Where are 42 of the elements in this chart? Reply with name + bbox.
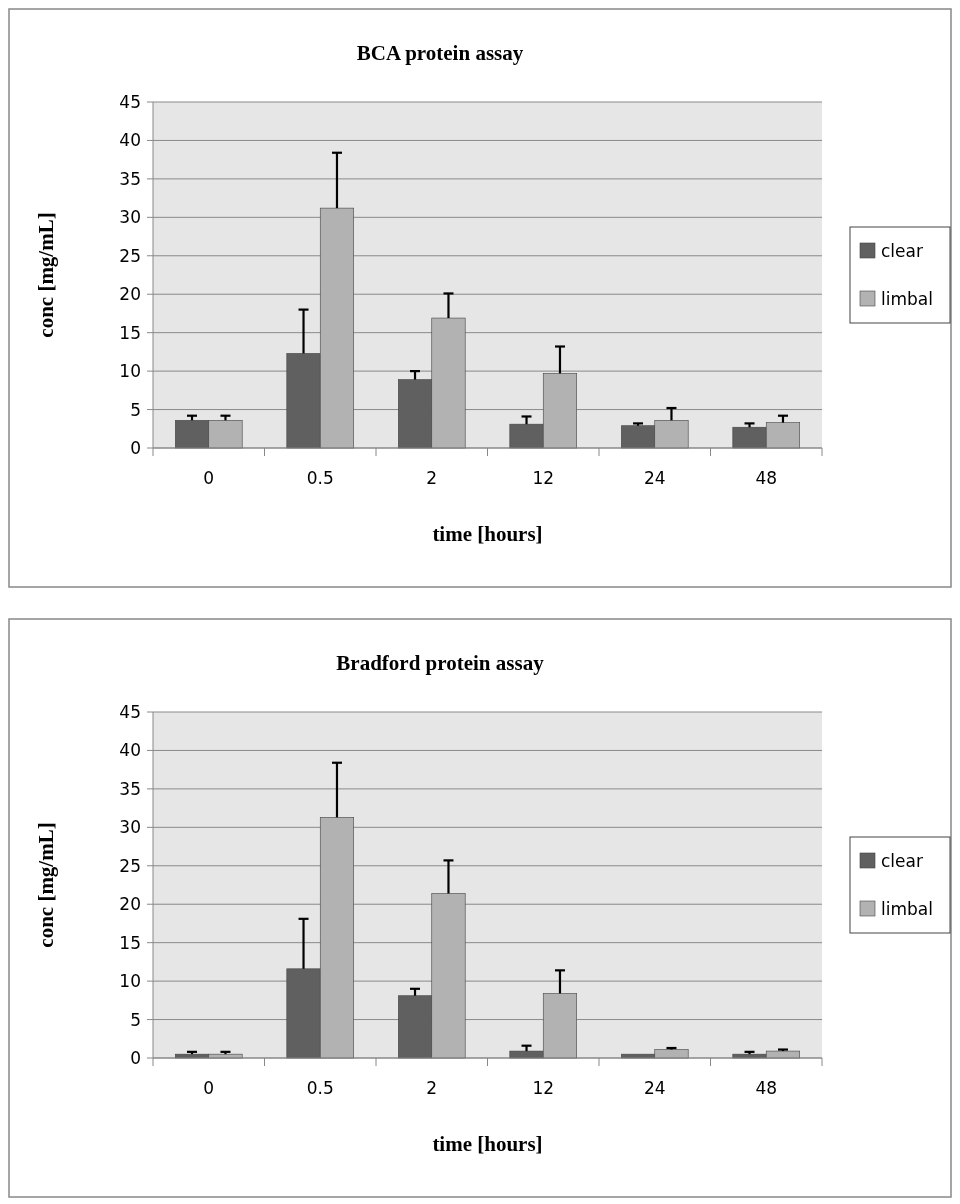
legend-label: limbal (881, 288, 933, 309)
y-tick-label: 20 (119, 284, 141, 305)
x-tick-label: 0 (203, 1078, 215, 1098)
y-tick-label: 35 (119, 778, 141, 799)
x-tick-label: 48 (755, 468, 778, 488)
y-tick-label: 5 (130, 399, 141, 420)
x-tick-label: 2 (426, 468, 438, 488)
y-tick-label: 30 (119, 817, 141, 838)
y-tick-label: 40 (119, 740, 141, 761)
y-tick-label: 15 (119, 322, 141, 343)
legend-label: clear (881, 240, 923, 261)
y-tick-label: 0 (130, 437, 141, 458)
x-tick-label: 24 (643, 1078, 666, 1098)
y-tick-label: 25 (119, 855, 141, 876)
legend-label: clear (881, 850, 923, 871)
x-tick-label: 0.5 (306, 468, 334, 488)
x-axis-title: time [hours] (432, 1132, 543, 1156)
x-tick-label: 48 (755, 1078, 778, 1098)
y-tick-label: 45 (119, 701, 141, 722)
y-tick-label: 10 (119, 361, 141, 382)
y-tick-label: 45 (119, 91, 141, 112)
y-tick-label: 25 (119, 245, 141, 266)
y-tick-label: 10 (119, 971, 141, 992)
y-axis-title: conc [mg/mL] (34, 212, 58, 338)
x-tick-label: 2 (426, 1078, 438, 1098)
legend-label: limbal (881, 898, 933, 919)
y-tick-label: 40 (119, 130, 141, 151)
x-tick-label: 24 (643, 468, 666, 488)
chart-title: Bradford protein assay (336, 651, 545, 675)
x-tick-label: 12 (532, 1078, 555, 1098)
y-tick-label: 20 (119, 894, 141, 915)
x-tick-label: 12 (532, 468, 555, 488)
y-tick-label: 0 (130, 1047, 141, 1068)
y-axis-title: conc [mg/mL] (34, 822, 58, 948)
chart-title: BCA protein assay (356, 41, 524, 65)
x-tick-label: 0.5 (306, 1078, 334, 1098)
y-tick-label: 5 (130, 1009, 141, 1030)
y-tick-label: 30 (119, 207, 141, 228)
y-tick-label: 15 (119, 932, 141, 953)
x-axis-title: time [hours] (432, 522, 543, 546)
x-tick-label: 0 (203, 468, 215, 488)
y-tick-label: 35 (119, 168, 141, 189)
